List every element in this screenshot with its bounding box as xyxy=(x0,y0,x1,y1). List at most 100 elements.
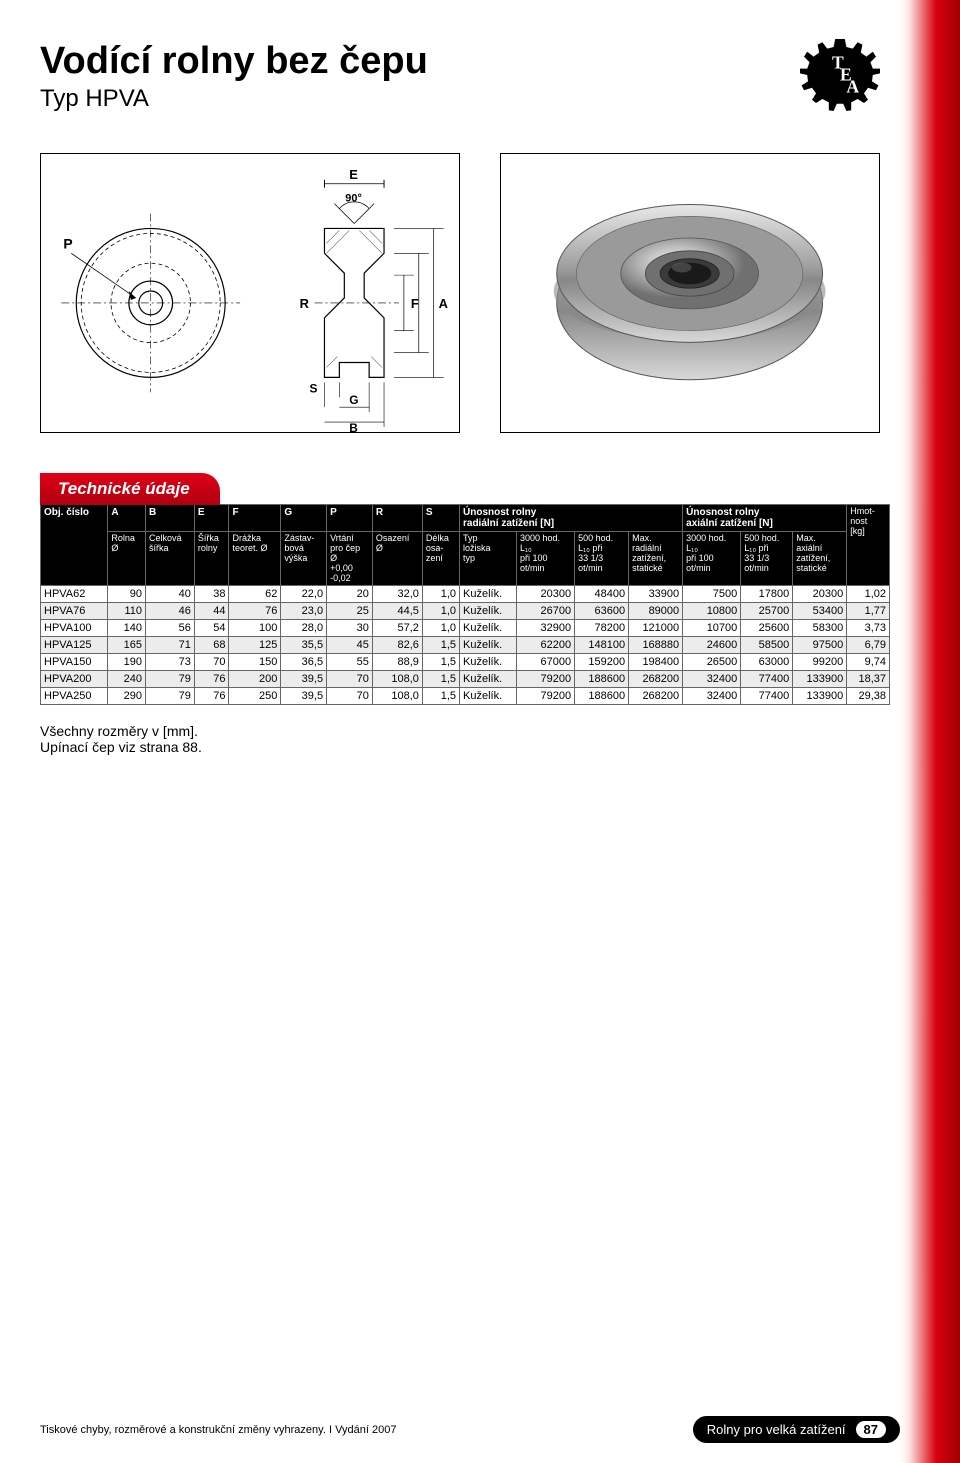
table-cell: 268200 xyxy=(629,688,683,705)
table-cell: 133900 xyxy=(793,671,847,688)
table-cell: 68 xyxy=(194,637,229,654)
th-drazka: Drážka teoret. Ø xyxy=(229,532,281,586)
table-cell: 32,0 xyxy=(372,586,422,603)
th-radial: Únosnost rolny radiální zatížení [N] xyxy=(460,505,683,532)
th-a: A xyxy=(108,505,146,532)
table-cell: HPVA150 xyxy=(41,654,108,671)
th-obj: Obj. číslo xyxy=(41,505,108,586)
table-cell: 198400 xyxy=(629,654,683,671)
table-cell: Kuželík. xyxy=(460,688,517,705)
table-cell: Kuželík. xyxy=(460,654,517,671)
table-cell: 44,5 xyxy=(372,603,422,620)
th-axial: Únosnost rolny axiální zatížení [N] xyxy=(683,505,847,532)
table-cell: 188600 xyxy=(575,671,629,688)
th-sirka: Šířka rolny xyxy=(194,532,229,586)
footer-page-number: 87 xyxy=(856,1421,886,1438)
table-cell: 53400 xyxy=(793,603,847,620)
table-cell: 33900 xyxy=(629,586,683,603)
table-cell: 10800 xyxy=(683,603,741,620)
table-cell: 40 xyxy=(146,586,195,603)
table-cell: 62200 xyxy=(517,637,575,654)
table-row: HPVA150190737015036,55588,91,5Kuželík.67… xyxy=(41,654,890,671)
diagram-label-a: A xyxy=(439,296,448,311)
table-cell: 240 xyxy=(108,671,146,688)
table-cell: HPVA62 xyxy=(41,586,108,603)
th-celkova: Celková šířka xyxy=(146,532,195,586)
th-b: B xyxy=(146,505,195,532)
th-delka: Délka osa- zení xyxy=(422,532,459,586)
th-hmot: Hmot- nost [kg] xyxy=(847,505,890,586)
diagram-label-g: G xyxy=(349,393,358,407)
table-cell: 70 xyxy=(194,654,229,671)
table-cell: 63600 xyxy=(575,603,629,620)
tech-section-title: Technické údaje xyxy=(40,473,220,505)
page-title: Vodící rolny bez čepu xyxy=(40,40,890,83)
table-row: HPVA7611046447623,02544,51,0Kuželík.2670… xyxy=(41,603,890,620)
table-cell: 24600 xyxy=(683,637,741,654)
page-content: Vodící rolny bez čepu Typ HPVA T E A xyxy=(0,0,960,755)
table-cell: 108,0 xyxy=(372,671,422,688)
table-cell: 57,2 xyxy=(372,620,422,637)
table-cell: 20 xyxy=(327,586,373,603)
table-cell: 18,37 xyxy=(847,671,890,688)
table-cell: 6,79 xyxy=(847,637,890,654)
table-cell: 38 xyxy=(194,586,229,603)
page-footer: Tiskové chyby, rozměrové a konstrukční z… xyxy=(40,1416,900,1443)
table-cell: 62 xyxy=(229,586,281,603)
table-cell: 97500 xyxy=(793,637,847,654)
table-cell: 159200 xyxy=(575,654,629,671)
table-cell: 188600 xyxy=(575,688,629,705)
table-cell: 77400 xyxy=(741,671,793,688)
diagram-label-f: F xyxy=(411,296,419,311)
logo-letter-a: A xyxy=(846,77,859,97)
gear-logo: T E A xyxy=(800,35,880,115)
th-vrtani: Vrtání pro čep Ø +0,00 -0,02 xyxy=(327,532,373,586)
th-g: G xyxy=(281,505,327,532)
th-r: R xyxy=(372,505,422,532)
table-cell: 26500 xyxy=(683,654,741,671)
table-cell: 23,0 xyxy=(281,603,327,620)
diagram-label-angle: 90° xyxy=(345,193,362,205)
table-cell: 76 xyxy=(229,603,281,620)
table-cell: 32900 xyxy=(517,620,575,637)
table-cell: Kuželík. xyxy=(460,620,517,637)
table-row: HPVA250290797625039,570108,01,5Kuželík.7… xyxy=(41,688,890,705)
table-cell: 55 xyxy=(327,654,373,671)
table-cell: 17800 xyxy=(741,586,793,603)
diagram-label-r: R xyxy=(300,296,310,311)
table-cell: 32400 xyxy=(683,671,741,688)
table-row: HPVA125165716812535,54582,61,5Kuželík.62… xyxy=(41,637,890,654)
table-cell: 25 xyxy=(327,603,373,620)
table-cell: 200 xyxy=(229,671,281,688)
table-cell: Kuželík. xyxy=(460,637,517,654)
th-zastav: Zástav- bová výška xyxy=(281,532,327,586)
table-cell: 20300 xyxy=(517,586,575,603)
table-cell: 28,0 xyxy=(281,620,327,637)
table-cell: 70 xyxy=(327,688,373,705)
table-cell: 79 xyxy=(146,688,195,705)
table-cell: 76 xyxy=(194,688,229,705)
table-cell: HPVA125 xyxy=(41,637,108,654)
footer-left-text: Tiskové chyby, rozměrové a konstrukční z… xyxy=(40,1424,396,1436)
figures-row: P E 90° xyxy=(40,153,890,433)
table-cell: 1,77 xyxy=(847,603,890,620)
th-s: S xyxy=(422,505,459,532)
table-cell: 3,73 xyxy=(847,620,890,637)
table-cell: 25600 xyxy=(741,620,793,637)
table-cell: 1,5 xyxy=(422,654,459,671)
table-cell: 110 xyxy=(108,603,146,620)
page-subtitle: Typ HPVA xyxy=(40,85,890,113)
table-cell: 63000 xyxy=(741,654,793,671)
table-cell: 121000 xyxy=(629,620,683,637)
table-cell: 29,38 xyxy=(847,688,890,705)
table-cell: 56 xyxy=(146,620,195,637)
table-cell: 125 xyxy=(229,637,281,654)
th-a3000: 3000 hod. L₁₀ při 100 ot/min xyxy=(683,532,741,586)
table-cell: 79200 xyxy=(517,688,575,705)
spec-table: Obj. číslo A B E F G P R S Únosnost roln… xyxy=(40,504,890,705)
table-cell: 108,0 xyxy=(372,688,422,705)
table-cell: 79 xyxy=(146,671,195,688)
table-cell: HPVA200 xyxy=(41,671,108,688)
table-cell: 39,5 xyxy=(281,671,327,688)
table-cell: 1,0 xyxy=(422,603,459,620)
